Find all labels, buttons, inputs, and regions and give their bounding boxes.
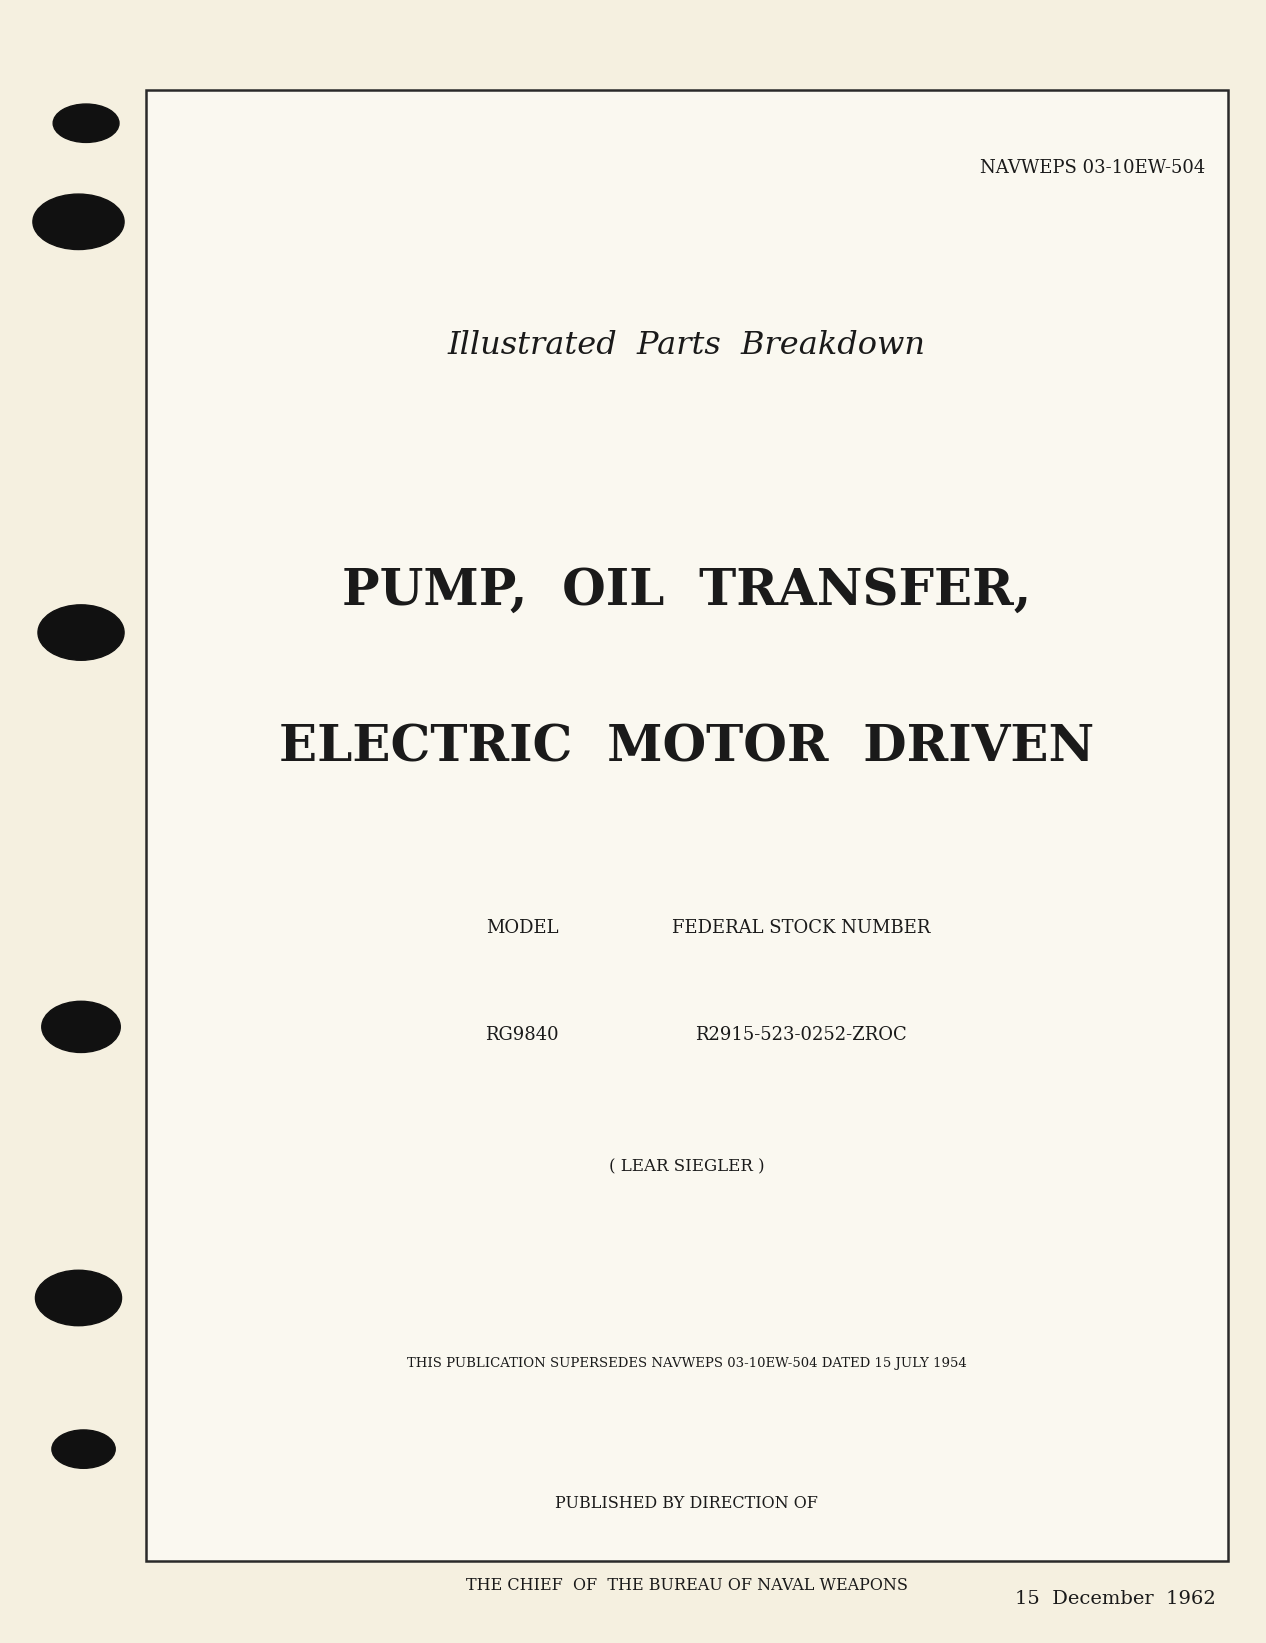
Text: MODEL: MODEL xyxy=(486,920,558,937)
Text: FEDERAL STOCK NUMBER: FEDERAL STOCK NUMBER xyxy=(671,920,931,937)
Ellipse shape xyxy=(33,194,124,250)
Ellipse shape xyxy=(42,1001,120,1053)
Text: Illustrated  Parts  Breakdown: Illustrated Parts Breakdown xyxy=(448,330,925,360)
FancyBboxPatch shape xyxy=(146,90,1228,1561)
Ellipse shape xyxy=(52,1429,115,1469)
Ellipse shape xyxy=(53,104,119,143)
Text: RG9840: RG9840 xyxy=(485,1027,560,1043)
Text: R2915-523-0252-ZROC: R2915-523-0252-ZROC xyxy=(695,1027,906,1043)
Text: NAVWEPS 03-10EW-504: NAVWEPS 03-10EW-504 xyxy=(980,159,1205,177)
Text: THIS PUBLICATION SUPERSEDES NAVWEPS 03-10EW-504 DATED 15 JULY 1954: THIS PUBLICATION SUPERSEDES NAVWEPS 03-1… xyxy=(406,1357,967,1370)
Text: 15  December  1962: 15 December 1962 xyxy=(1014,1590,1215,1608)
Ellipse shape xyxy=(38,605,124,660)
Text: THE CHIEF  OF  THE BUREAU OF NAVAL WEAPONS: THE CHIEF OF THE BUREAU OF NAVAL WEAPONS xyxy=(466,1577,908,1594)
Ellipse shape xyxy=(35,1270,122,1326)
Text: PUBLISHED BY DIRECTION OF: PUBLISHED BY DIRECTION OF xyxy=(556,1495,818,1512)
Text: PUMP,  OIL  TRANSFER,: PUMP, OIL TRANSFER, xyxy=(342,567,1032,616)
Text: ELECTRIC  MOTOR  DRIVEN: ELECTRIC MOTOR DRIVEN xyxy=(280,723,1094,772)
Text: ( LEAR SIEGLER ): ( LEAR SIEGLER ) xyxy=(609,1158,765,1175)
